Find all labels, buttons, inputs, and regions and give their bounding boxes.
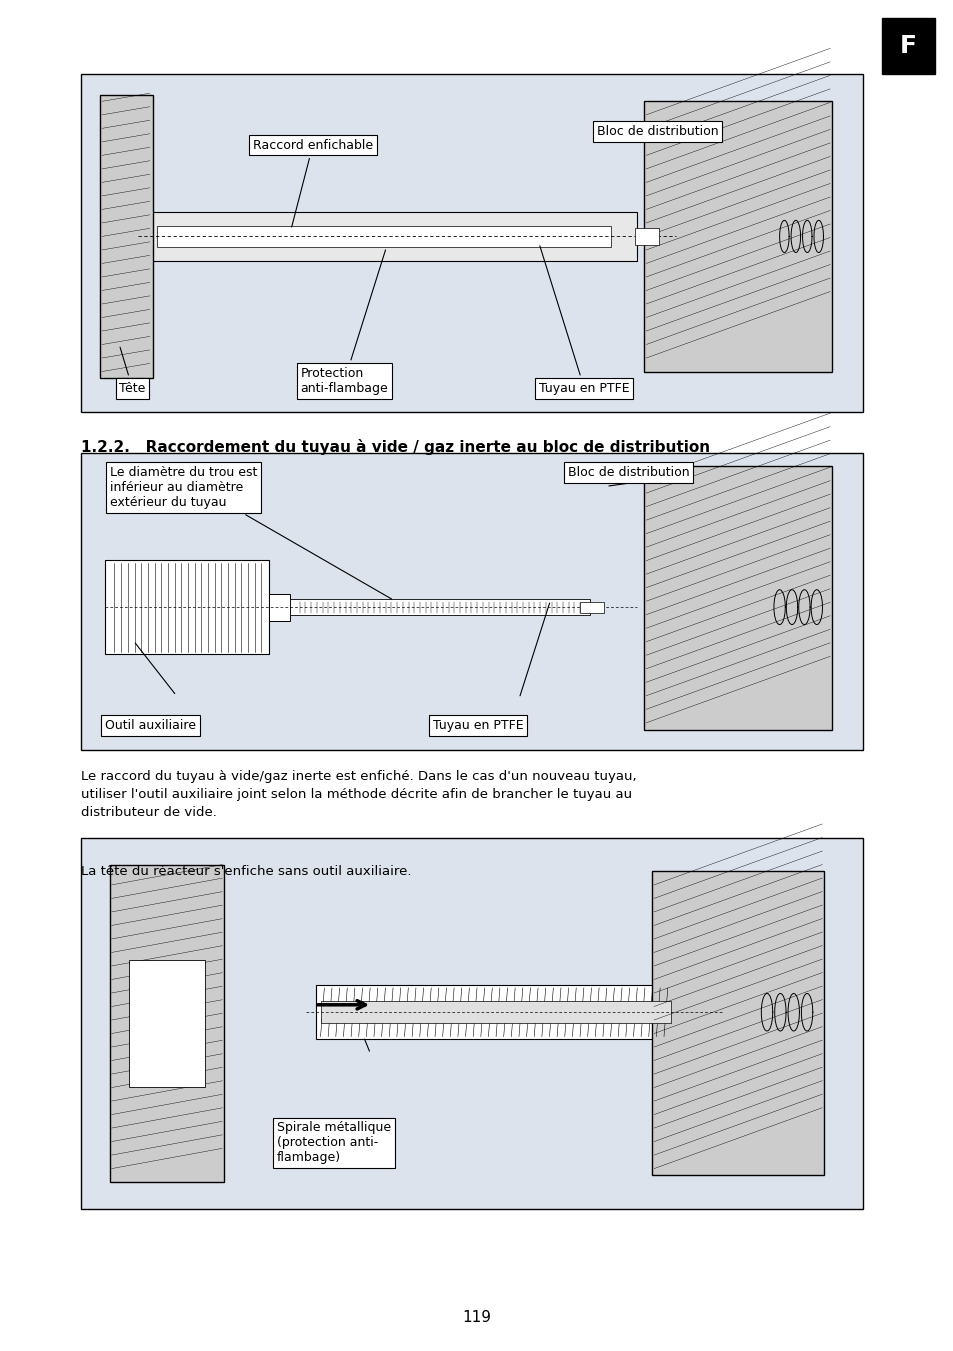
- FancyBboxPatch shape: [882, 18, 934, 74]
- Text: 1.2.2.   Raccordement du tuyau à vide / gaz inerte au bloc de distribution: 1.2.2. Raccordement du tuyau à vide / ga…: [81, 439, 709, 455]
- Text: Tuyau en PTFE: Tuyau en PTFE: [433, 719, 523, 732]
- FancyBboxPatch shape: [269, 593, 290, 620]
- FancyBboxPatch shape: [129, 959, 205, 1086]
- FancyBboxPatch shape: [320, 1001, 670, 1023]
- FancyBboxPatch shape: [290, 598, 589, 615]
- Text: Tête: Tête: [119, 347, 146, 394]
- FancyBboxPatch shape: [652, 871, 823, 1175]
- Text: Protection
anti-flambage: Protection anti-flambage: [300, 250, 388, 394]
- FancyBboxPatch shape: [129, 212, 637, 261]
- FancyBboxPatch shape: [315, 985, 675, 1039]
- Text: Le diamètre du trou est
inférieur au diamètre
extérieur du tuyau: Le diamètre du trou est inférieur au dia…: [110, 466, 256, 509]
- Text: La tête du réacteur s'enfiche sans outil auxiliaire.: La tête du réacteur s'enfiche sans outil…: [81, 865, 411, 878]
- FancyBboxPatch shape: [643, 101, 831, 372]
- FancyBboxPatch shape: [81, 453, 862, 750]
- FancyBboxPatch shape: [157, 226, 611, 247]
- Text: Le raccord du tuyau à vide/gaz inerte est enfiché. Dans le cas d'un nouveau tuya: Le raccord du tuyau à vide/gaz inerte es…: [81, 770, 636, 819]
- Text: Bloc de distribution: Bloc de distribution: [596, 126, 718, 138]
- FancyBboxPatch shape: [634, 228, 658, 245]
- Text: Tuyau en PTFE: Tuyau en PTFE: [538, 246, 629, 394]
- Text: Outil auxiliaire: Outil auxiliaire: [105, 719, 195, 732]
- Text: Bloc de distribution: Bloc de distribution: [567, 466, 689, 480]
- FancyBboxPatch shape: [579, 601, 603, 612]
- Text: F: F: [899, 34, 916, 58]
- FancyBboxPatch shape: [105, 559, 269, 654]
- Text: Raccord enfichable: Raccord enfichable: [253, 139, 373, 227]
- Text: 119: 119: [462, 1309, 491, 1325]
- FancyBboxPatch shape: [643, 466, 831, 730]
- FancyBboxPatch shape: [110, 865, 224, 1182]
- FancyBboxPatch shape: [100, 95, 152, 378]
- FancyBboxPatch shape: [81, 838, 862, 1209]
- FancyBboxPatch shape: [81, 74, 862, 412]
- Text: Spirale métallique
(protection anti-
flambage): Spirale métallique (protection anti- fla…: [276, 1121, 391, 1165]
